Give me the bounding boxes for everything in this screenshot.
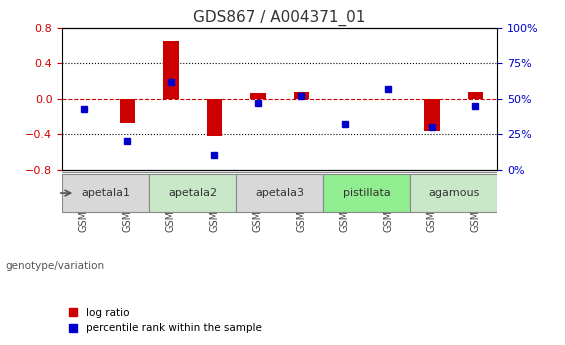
FancyBboxPatch shape	[323, 174, 410, 212]
Legend: log ratio, percentile rank within the sample: log ratio, percentile rank within the sa…	[67, 308, 262, 334]
Text: apetala3: apetala3	[255, 188, 304, 198]
FancyBboxPatch shape	[410, 174, 497, 212]
Bar	[468, 92, 483, 99]
Bar	[294, 92, 309, 99]
Title: GDS867 / A004371_01: GDS867 / A004371_01	[193, 10, 366, 26]
FancyBboxPatch shape	[236, 174, 323, 212]
Bar	[120, 99, 135, 122]
Bar	[424, 99, 440, 131]
Bar	[250, 93, 266, 99]
Text: pistillata: pistillata	[343, 188, 390, 198]
Bar	[207, 99, 222, 136]
Text: apetala1: apetala1	[81, 188, 130, 198]
Text: apetala2: apetala2	[168, 188, 217, 198]
Bar	[163, 41, 179, 99]
FancyBboxPatch shape	[149, 174, 236, 212]
FancyBboxPatch shape	[62, 174, 149, 212]
Text: agamous: agamous	[428, 188, 479, 198]
Text: genotype/variation: genotype/variation	[6, 261, 105, 270]
